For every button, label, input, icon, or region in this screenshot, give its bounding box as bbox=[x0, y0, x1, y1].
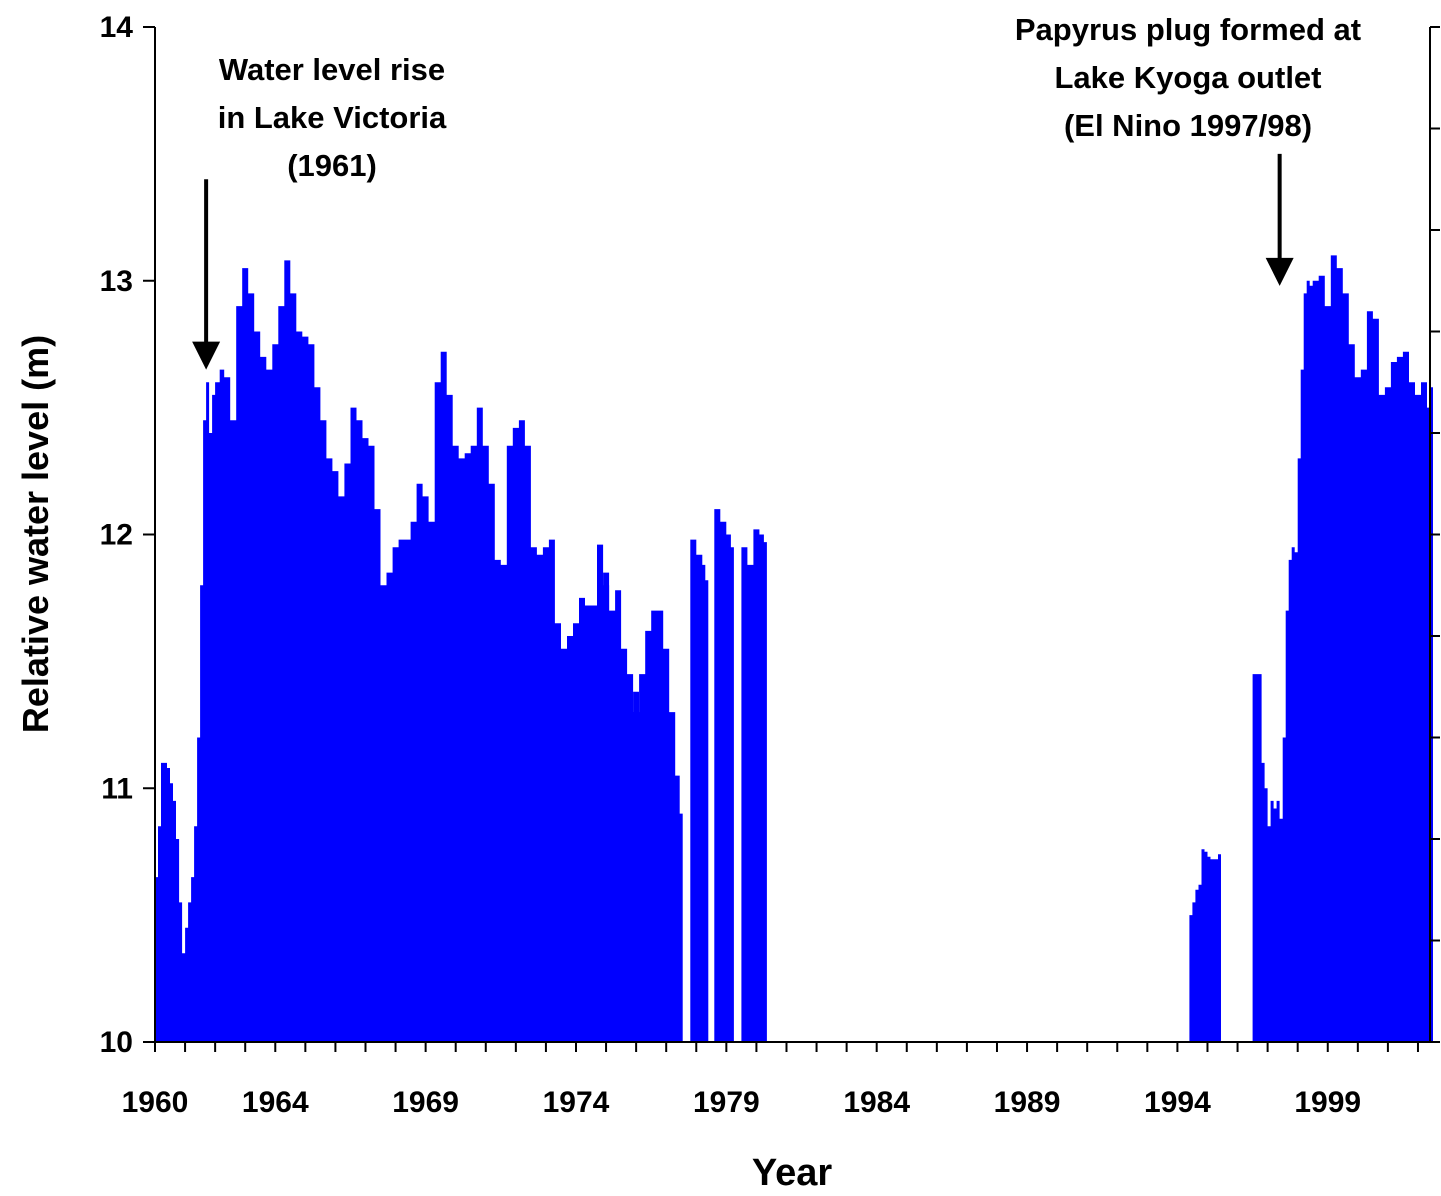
annotation-text: Papyrus plug formed at bbox=[1015, 12, 1361, 47]
annotation-text: (1961) bbox=[287, 148, 377, 183]
x-tick-label: 1989 bbox=[994, 1086, 1061, 1119]
x-tick-label: 1984 bbox=[843, 1086, 910, 1119]
y-tick-label: 14 bbox=[100, 11, 134, 44]
x-tick-label: 1969 bbox=[392, 1086, 459, 1119]
level-area-s1-seg1 bbox=[1252, 255, 1433, 1042]
y-ticks bbox=[143, 26, 155, 1043]
level-area-s0-seg3 bbox=[714, 509, 734, 1043]
annotation-text: Water level rise bbox=[219, 52, 445, 87]
y-tick-label: 11 bbox=[101, 772, 133, 805]
level-area-s1-seg0 bbox=[1189, 849, 1221, 1042]
x-tick-label: 1994 bbox=[1144, 1086, 1211, 1119]
level-area-s0-seg1 bbox=[591, 544, 662, 1042]
annotations: Water level rise in Lake Victoria (1961) Pa… bbox=[192, 12, 1361, 370]
x-ticks bbox=[154, 1042, 1419, 1052]
axis-labels: 10 11 12 13 14 1960 1964 1969 1974 1979 1984 1989 19… bbox=[100, 11, 1362, 1119]
level-area-s0-seg2 bbox=[690, 539, 709, 1042]
water-level-fill bbox=[155, 255, 1433, 1043]
x-tick-label: 1964 bbox=[242, 1086, 309, 1119]
x-tick-label: 1960 bbox=[122, 1086, 189, 1119]
annotation-text: in Lake Victoria bbox=[218, 100, 447, 135]
x-tick-label: 1979 bbox=[693, 1086, 760, 1119]
y-axis-title: Relative water level (m) bbox=[15, 335, 56, 733]
x-tick-label: 1974 bbox=[543, 1086, 610, 1119]
annotation-text: Lake Kyoga outlet bbox=[1055, 60, 1322, 95]
level-area-s0-seg4 bbox=[741, 529, 767, 1042]
annotation-text: (El Nino 1997/98) bbox=[1064, 108, 1312, 143]
right-axis-ticks bbox=[1430, 26, 1440, 1043]
annotation-arrow-head bbox=[192, 341, 221, 370]
y-tick-label: 12 bbox=[100, 519, 133, 552]
x-axis-title: Year bbox=[752, 1152, 833, 1194]
level-area-s0-seg0 bbox=[155, 260, 683, 1042]
x-tick-label: 1999 bbox=[1294, 1086, 1361, 1119]
annotation-arrow-head bbox=[1265, 257, 1294, 286]
y-tick-label: 10 bbox=[100, 1026, 133, 1059]
y-tick-label: 13 bbox=[100, 265, 133, 298]
